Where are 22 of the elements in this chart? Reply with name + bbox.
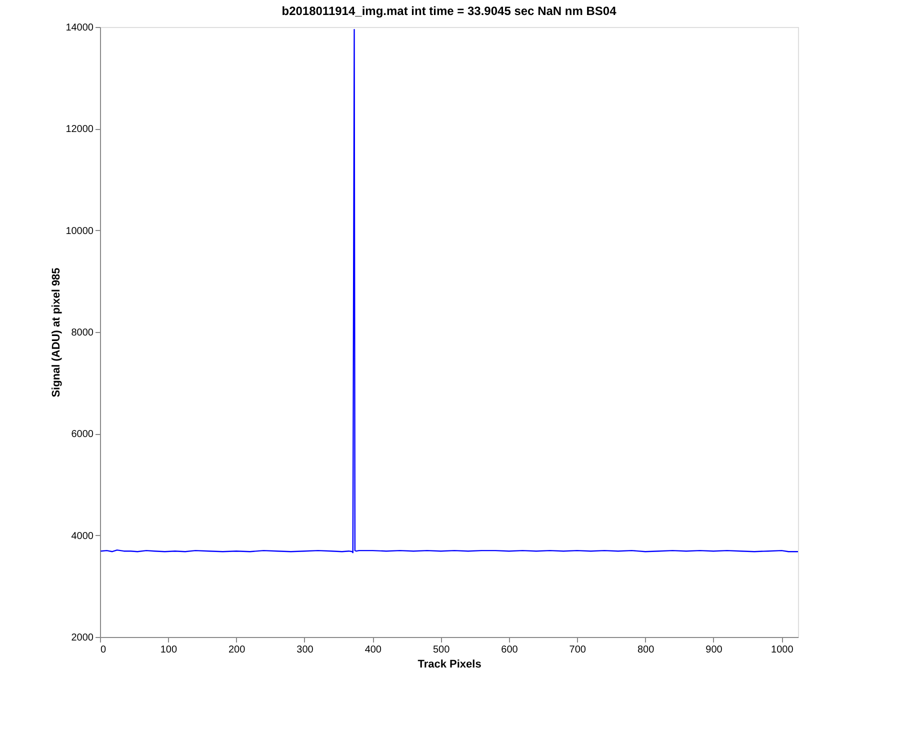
x-tick-label: 200 [228, 644, 246, 656]
y-tick-label: 12000 [66, 124, 94, 136]
y-tick-label: 14000 [66, 22, 94, 34]
line-series [100, 28, 798, 554]
x-tick-label: 800 [637, 644, 655, 656]
x-tick-label: 400 [364, 644, 382, 656]
x-tick-label: 100 [160, 644, 178, 656]
x-tick-label: 700 [569, 644, 586, 656]
chart-title: b2018011914_img.mat int time = 33.9045 sec NaN nm BS04 [282, 4, 617, 18]
x-tick-label: 300 [296, 644, 314, 656]
x-tick-label: 1000 [771, 644, 794, 656]
y-tick-label: 6000 [71, 429, 94, 440]
y-tick-label: 4000 [71, 530, 94, 542]
x-tick-label: 500 [432, 644, 450, 656]
y-axis-title: Signal (ADU) at pixel 985 [50, 268, 63, 398]
x-tick-label: 900 [706, 644, 723, 656]
y-tick-label: 10000 [66, 226, 94, 237]
x-axis-title: Track Pixels [418, 658, 482, 670]
x-tick-label: 0 [100, 644, 106, 656]
x-tick-label: 600 [501, 644, 518, 656]
y-tick-label: 2000 [71, 632, 94, 644]
y-tick-label: 8000 [71, 328, 94, 338]
